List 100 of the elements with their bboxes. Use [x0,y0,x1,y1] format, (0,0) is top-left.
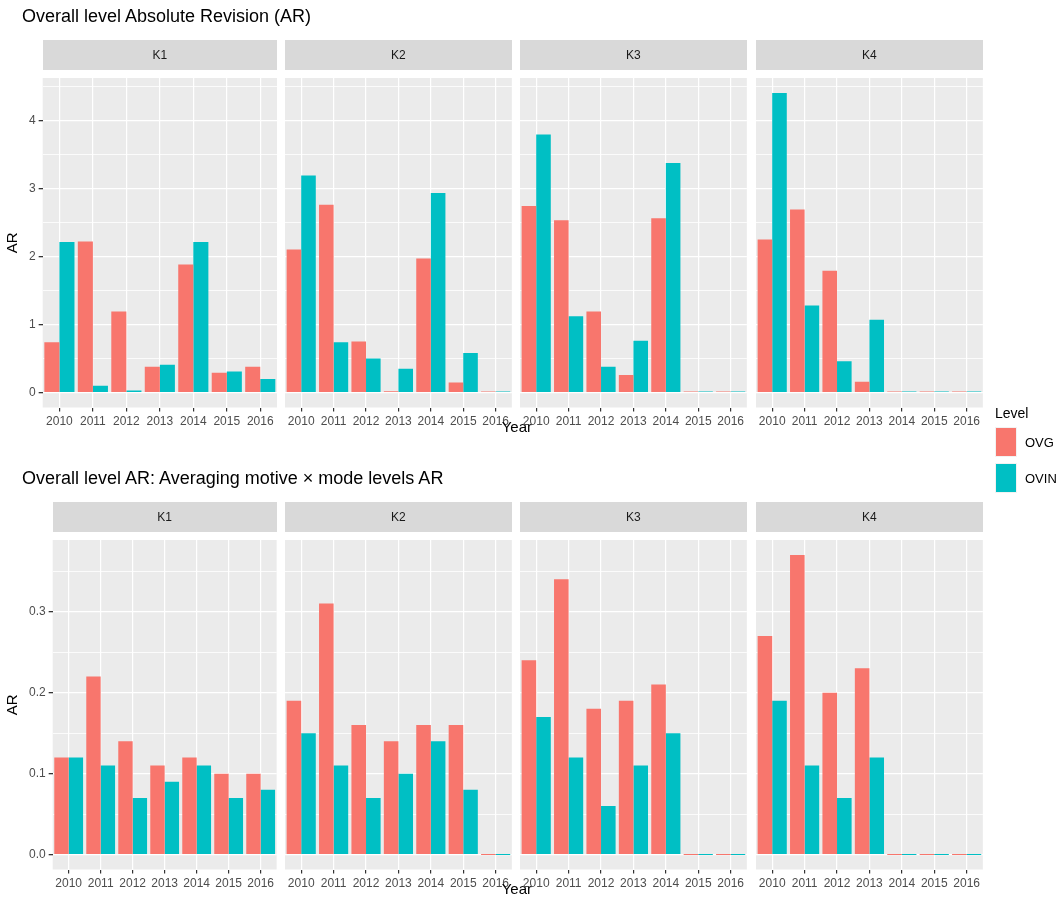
chart-subtitle: K2 [285,502,512,532]
bar [536,716,551,854]
bar [246,773,261,854]
bar [319,204,334,392]
x-tick-label: 2012 [352,876,380,891]
y-tick-label: 3 [28,180,36,195]
x-tick-label: 2012 [823,414,851,429]
bar [182,757,197,854]
bar [398,368,414,392]
bar [319,603,334,854]
bar [601,806,616,854]
bar [536,134,551,392]
x-tick-label: 2015 [449,876,477,891]
x-tick-label: 2015 [215,876,243,891]
y-tick-label: 0.1 [28,765,46,780]
x-tick-label: 2016 [247,876,275,891]
chart-subtitle: K4 [756,40,983,70]
chart-subtitle: K2 [285,40,512,70]
bar [214,773,229,854]
bar [837,361,852,392]
bar [416,725,431,854]
bar [118,741,133,854]
bar [416,258,431,392]
y-tick-label: 0.3 [28,603,46,618]
bar [633,765,649,854]
x-tick-label: 2011 [87,876,114,891]
bar [398,773,414,854]
bar [463,789,478,854]
x-tick-label: 2013 [620,414,648,429]
x-tick-label: 2011 [555,876,582,891]
bar [260,789,276,854]
bar [790,554,805,854]
bar [869,757,885,854]
x-tick-label: 2012 [113,414,141,429]
bar [228,797,244,854]
bar [757,239,773,392]
bar [430,741,446,854]
bar [822,692,838,854]
bar [651,218,666,392]
chart-title: Overall level Absolute Revision (AR) [22,6,312,27]
bar [665,163,681,392]
chart-title: Overall level AR: Averaging motive × mode levels AR [22,468,444,489]
x-tick-label: 2014 [417,414,445,429]
bar [86,676,101,854]
x-tick-label: 2010 [55,876,83,891]
x-tick-label: 2016 [953,414,981,429]
bar [68,757,84,854]
bar [333,765,349,854]
x-tick-label: 2010 [287,414,315,429]
chart-subtitle: K3 [520,40,747,70]
bar [554,220,569,392]
x-tick-label: 2012 [587,876,615,891]
bar [601,366,616,392]
bar [59,242,75,392]
x-tick-label: 2011 [320,876,347,891]
bar [854,668,870,854]
bar [333,342,349,392]
legend-title: Level [995,405,1030,421]
x-tick-label: 2010 [758,876,786,891]
bar [772,92,787,392]
x-tick-label: 2011 [555,414,582,429]
bar [92,385,108,392]
x-tick-label: 2016 [717,876,745,891]
bar [804,305,820,392]
bar [351,725,367,854]
bar [651,684,666,854]
bar [804,765,820,854]
x-tick-label: 2010 [287,876,315,891]
bar [260,379,276,392]
x-tick-label: 2012 [587,414,615,429]
x-tick-label: 2010 [46,414,74,429]
bar [586,708,602,854]
y-axis-title: AR [3,232,21,254]
bar [193,242,209,392]
x-tick-label: 2013 [856,414,884,429]
y-tick-label: 0.2 [28,684,46,699]
bar [366,797,381,854]
x-tick-label: 2014 [652,876,680,891]
bar [854,381,870,392]
x-tick-label: 2015 [684,876,712,891]
bar [618,374,634,392]
bar [164,781,180,854]
x-tick-label: 2016 [953,876,981,891]
x-tick-label: 2011 [791,876,818,891]
x-tick-label: 2013 [856,876,884,891]
y-tick-label: 0.0 [28,846,46,861]
bar [132,797,148,854]
bar [196,765,212,854]
bar [351,341,367,392]
x-tick-label: 2015 [213,414,241,429]
x-tick-label: 2015 [684,414,712,429]
x-tick-label: 2014 [179,414,207,429]
bar [286,249,302,392]
bar [211,372,227,392]
x-tick-label: 2011 [320,414,347,429]
bar [463,353,478,392]
bar [430,193,446,392]
bar [111,311,127,392]
y-tick-label: 1 [28,316,36,331]
y-tick-label: 2 [28,248,36,263]
